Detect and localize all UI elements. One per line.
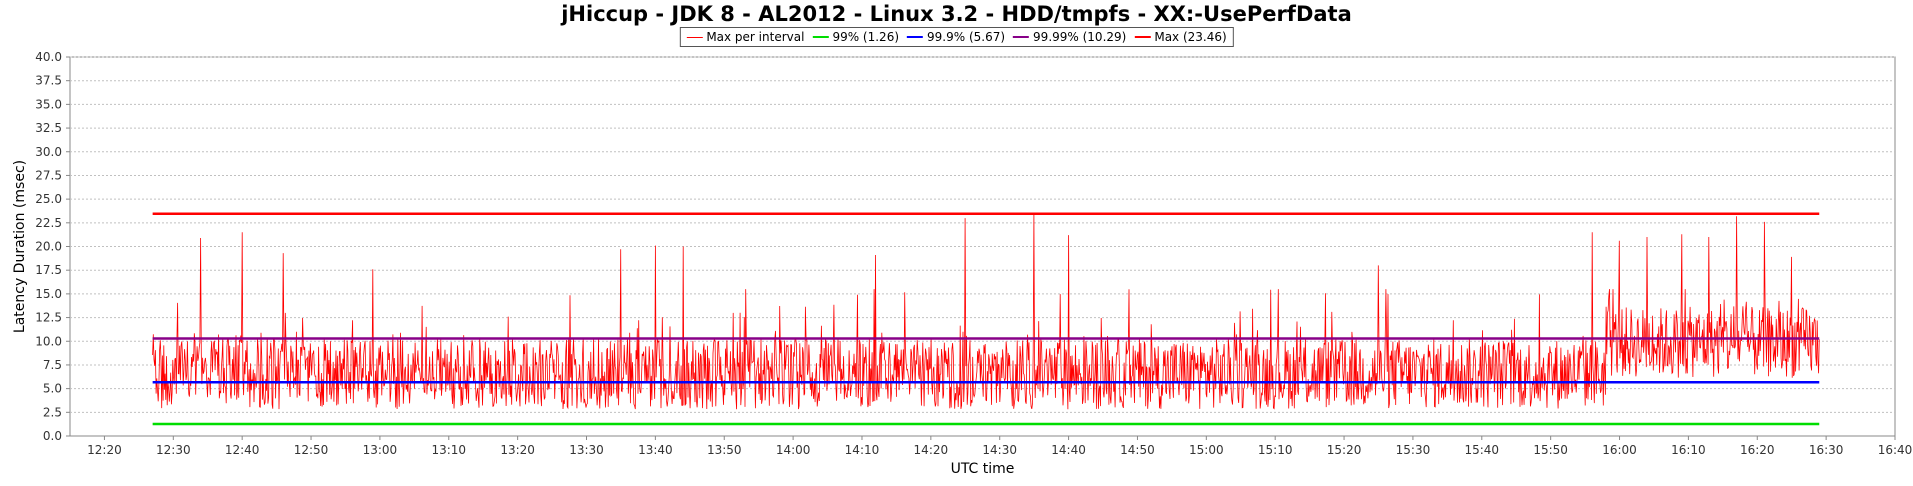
x-tick-label: 16:40 — [1878, 443, 1913, 457]
y-tick-label: 32.5 — [35, 121, 62, 135]
series-line-max-per-interval — [152, 213, 1820, 410]
legend-item: Max (23.46) — [1134, 29, 1227, 45]
x-tick-label: 13:30 — [569, 443, 604, 457]
x-tick-label: 13:10 — [431, 443, 466, 457]
x-tick-label: 13:20 — [500, 443, 535, 457]
y-tick-label: 2.5 — [43, 405, 62, 419]
x-tick-label: 15:00 — [1189, 443, 1224, 457]
x-tick-label: 14:10 — [845, 443, 880, 457]
legend-swatch — [686, 36, 703, 38]
legend-item: Max per interval — [686, 29, 804, 45]
x-tick-label: 16:30 — [1809, 443, 1844, 457]
y-tick-label: 15.0 — [35, 287, 62, 301]
legend-swatch — [1013, 36, 1030, 38]
legend-label: Max (23.46) — [1154, 30, 1227, 44]
legend-label: 99% (1.26) — [832, 30, 900, 44]
y-tick-label: 37.5 — [35, 74, 62, 88]
x-tick-label: 15:30 — [1396, 443, 1431, 457]
legend-item: 99.99% (10.29) — [1013, 29, 1126, 45]
y-axis-label: Latency Duration (msec) — [12, 160, 28, 333]
x-tick-label: 16:00 — [1602, 443, 1637, 457]
legend-label: 99.99% (10.29) — [1033, 30, 1127, 44]
x-tick-label: 14:20 — [914, 443, 949, 457]
x-tick-label: 12:50 — [294, 443, 329, 457]
y-tick-label: 10.0 — [35, 334, 62, 348]
x-tick-label: 16:20 — [1740, 443, 1775, 457]
x-tick-label: 15:10 — [1258, 443, 1293, 457]
y-tick-label: 30.0 — [35, 145, 62, 159]
x-tick-label: 14:40 — [1051, 443, 1086, 457]
legend-item: 99% (1.26) — [812, 29, 899, 45]
y-tick-label: 5.0 — [43, 382, 62, 396]
y-tick-label: 22.5 — [35, 216, 62, 230]
x-tick-label: 13:40 — [638, 443, 673, 457]
y-tick-label: 17.5 — [35, 263, 62, 277]
x-axis-label: UTC time — [951, 461, 1015, 477]
x-tick-label: 14:00 — [776, 443, 811, 457]
y-tick-label: 40.0 — [35, 50, 62, 64]
x-tick-label: 14:30 — [982, 443, 1017, 457]
x-tick-label: 15:40 — [1464, 443, 1499, 457]
legend: Max per interval 99% (1.26) 99.9% (5.67) 99… — [679, 27, 1234, 47]
y-tick-label: 20.0 — [35, 240, 62, 254]
legend-swatch — [907, 36, 924, 38]
legend-swatch — [1134, 36, 1151, 38]
x-tick-label: 15:20 — [1327, 443, 1362, 457]
y-tick-label: 7.5 — [43, 358, 62, 372]
x-tick-label: 13:50 — [707, 443, 742, 457]
x-tick-label: 12:20 — [87, 443, 122, 457]
y-tick-label: 12.5 — [35, 311, 62, 325]
x-tick-label: 14:50 — [1120, 443, 1155, 457]
y-tick-label: 27.5 — [35, 168, 62, 182]
y-tick-label: 25.0 — [35, 192, 62, 206]
y-tick-label: 35.0 — [35, 97, 62, 111]
x-tick-label: 15:50 — [1533, 443, 1568, 457]
legend-label: Max per interval — [706, 30, 805, 44]
legend-label: 99.9% (5.67) — [927, 30, 1006, 44]
x-tick-label: 13:00 — [363, 443, 398, 457]
chart-title: jHiccup - JDK 8 - AL2012 - Linux 3.2 - H… — [561, 2, 1352, 26]
y-tick-label: 0.0 — [43, 429, 62, 443]
x-tick-label: 12:30 — [156, 443, 191, 457]
legend-item: 99.9% (5.67) — [907, 29, 1005, 45]
legend-swatch — [812, 36, 829, 38]
x-tick-label: 16:10 — [1671, 443, 1706, 457]
x-tick-label: 12:40 — [225, 443, 260, 457]
